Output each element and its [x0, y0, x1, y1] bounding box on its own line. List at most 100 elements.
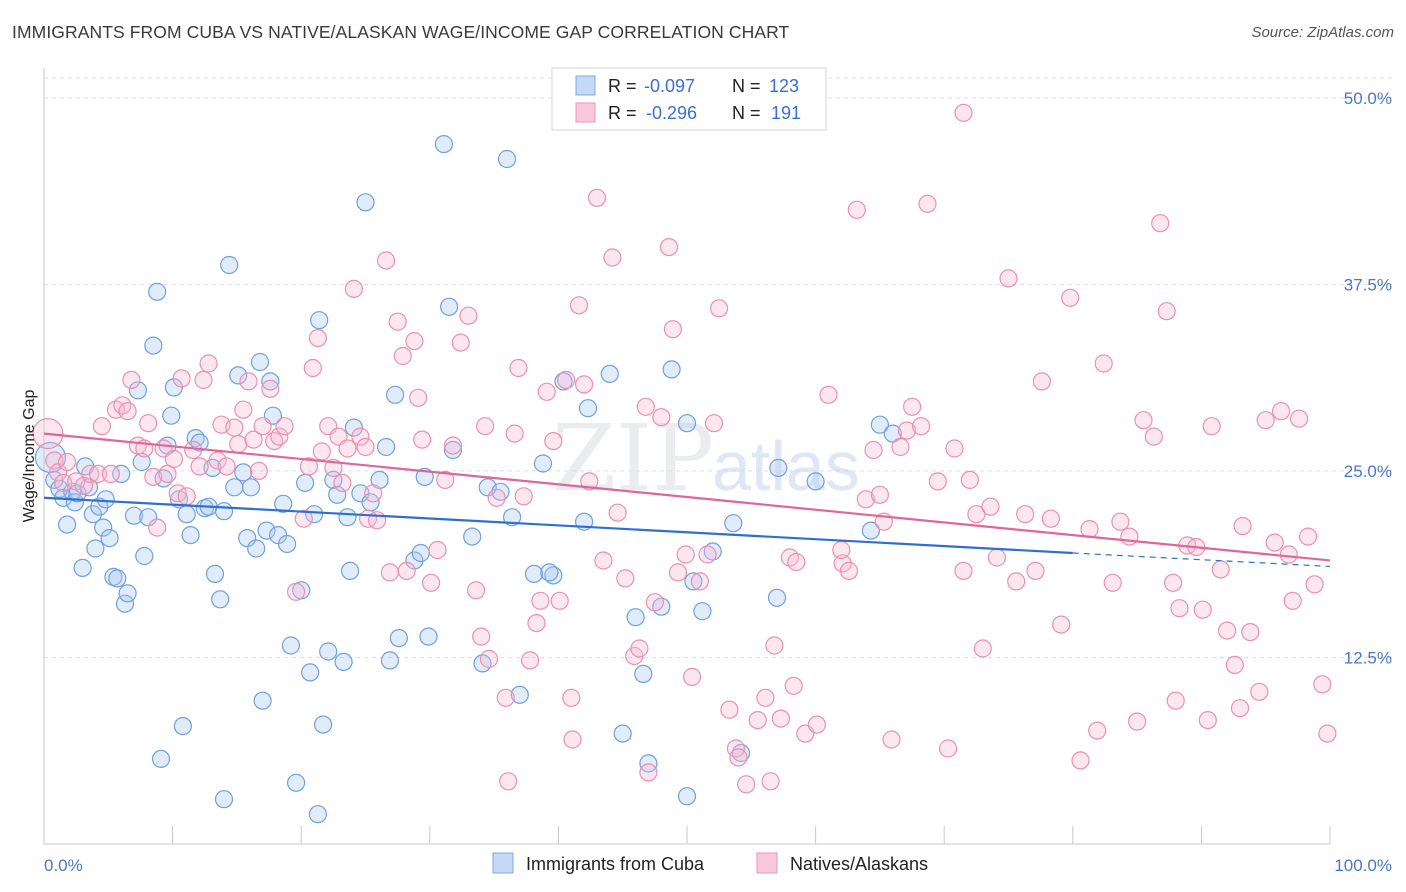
point-cuba	[234, 463, 253, 482]
point-cuba	[377, 437, 396, 457]
point-cuba	[301, 663, 320, 682]
point-natives	[312, 442, 331, 461]
point-natives	[194, 370, 213, 389]
point-cuba	[238, 528, 257, 548]
point-natives	[261, 379, 280, 398]
legend-r-value: -0.097	[644, 76, 695, 96]
point-cuba	[411, 543, 430, 563]
point-cuba	[769, 458, 788, 477]
point-natives	[537, 382, 556, 401]
legend-n-label: N =	[732, 76, 761, 96]
point-cuba	[177, 505, 196, 524]
point-cuba	[83, 505, 103, 524]
point-natives	[999, 269, 1018, 288]
point-natives	[239, 372, 258, 391]
point-natives	[531, 591, 550, 610]
point-natives	[1279, 545, 1298, 564]
point-natives	[81, 464, 100, 483]
point-natives	[148, 518, 167, 537]
point-natives	[380, 563, 399, 582]
point-natives	[636, 397, 655, 416]
point-natives	[960, 470, 980, 489]
point-natives	[676, 545, 695, 564]
point-natives	[294, 509, 313, 528]
point-cuba	[334, 652, 353, 672]
point-natives	[756, 688, 775, 707]
point-natives	[987, 548, 1007, 567]
point-natives	[190, 457, 209, 476]
point-natives	[981, 497, 1000, 516]
point-natives	[1016, 505, 1035, 524]
point-natives	[422, 573, 441, 592]
point-natives	[144, 467, 163, 486]
trend-line-natives	[43, 432, 1331, 562]
point-natives	[1026, 561, 1045, 581]
point-cuba	[118, 584, 137, 603]
point-natives	[253, 417, 272, 436]
point-cuba	[128, 381, 147, 400]
point-natives	[668, 563, 688, 582]
point-cuba	[328, 485, 347, 504]
point-natives	[333, 473, 352, 492]
point-cuba	[540, 563, 559, 582]
point-natives	[563, 730, 582, 749]
point-natives	[467, 581, 486, 600]
point-natives	[1052, 615, 1071, 634]
point-cuba	[124, 506, 144, 525]
point-natives	[832, 540, 851, 560]
point-natives	[864, 440, 883, 460]
point-cuba	[205, 564, 225, 584]
point-natives	[954, 103, 973, 122]
point-natives	[608, 503, 627, 522]
point-natives	[217, 457, 236, 476]
point-cuba	[108, 569, 127, 588]
point-natives	[1071, 751, 1090, 770]
point-natives	[393, 346, 412, 366]
point-cuba	[229, 366, 248, 385]
point-cuba	[463, 527, 482, 546]
legend-r-label: R =	[608, 103, 637, 123]
point-natives	[603, 248, 622, 267]
point-natives	[1103, 573, 1122, 592]
point-natives	[562, 688, 581, 707]
point-cuba	[135, 546, 154, 566]
point-natives	[630, 639, 649, 658]
point-natives	[234, 400, 253, 419]
point-natives	[527, 613, 546, 633]
point-natives	[1041, 509, 1061, 528]
point-natives	[1151, 214, 1170, 233]
point-natives	[639, 763, 658, 782]
y-tick-label: 37.5%	[1344, 275, 1392, 294]
point-natives	[1061, 288, 1080, 307]
point-natives	[1289, 409, 1309, 428]
point-cuba	[351, 484, 370, 503]
point-natives	[709, 299, 729, 318]
point-natives	[505, 424, 524, 443]
point-cuba	[434, 135, 453, 154]
point-natives	[1094, 354, 1113, 373]
point-natives	[1202, 417, 1221, 436]
point-natives	[1163, 573, 1183, 592]
point-cuba	[806, 472, 825, 491]
point-natives	[496, 688, 515, 707]
point-natives	[1241, 622, 1260, 642]
point-natives	[118, 402, 137, 421]
legend-n-label: N =	[732, 103, 761, 123]
point-natives	[1230, 699, 1250, 718]
point-cuba	[310, 311, 329, 330]
bottom-legend-label-cuba: Immigrants from Cuba	[526, 854, 705, 874]
point-natives	[244, 430, 263, 449]
point-cuba	[247, 539, 266, 558]
point-natives	[308, 329, 327, 348]
point-cuba	[634, 664, 653, 684]
point-natives	[1313, 675, 1332, 694]
y-tick-labels: 12.5% 25.0% 37.5% 50.0%	[1344, 89, 1392, 668]
watermark-atlas: atlas	[712, 427, 860, 505]
point-natives	[938, 739, 958, 758]
point-natives	[57, 452, 77, 472]
point-natives	[1298, 527, 1318, 546]
point-natives	[1225, 655, 1244, 675]
point-natives	[1250, 682, 1269, 701]
point-cuba	[684, 572, 703, 591]
point-natives	[344, 279, 363, 298]
